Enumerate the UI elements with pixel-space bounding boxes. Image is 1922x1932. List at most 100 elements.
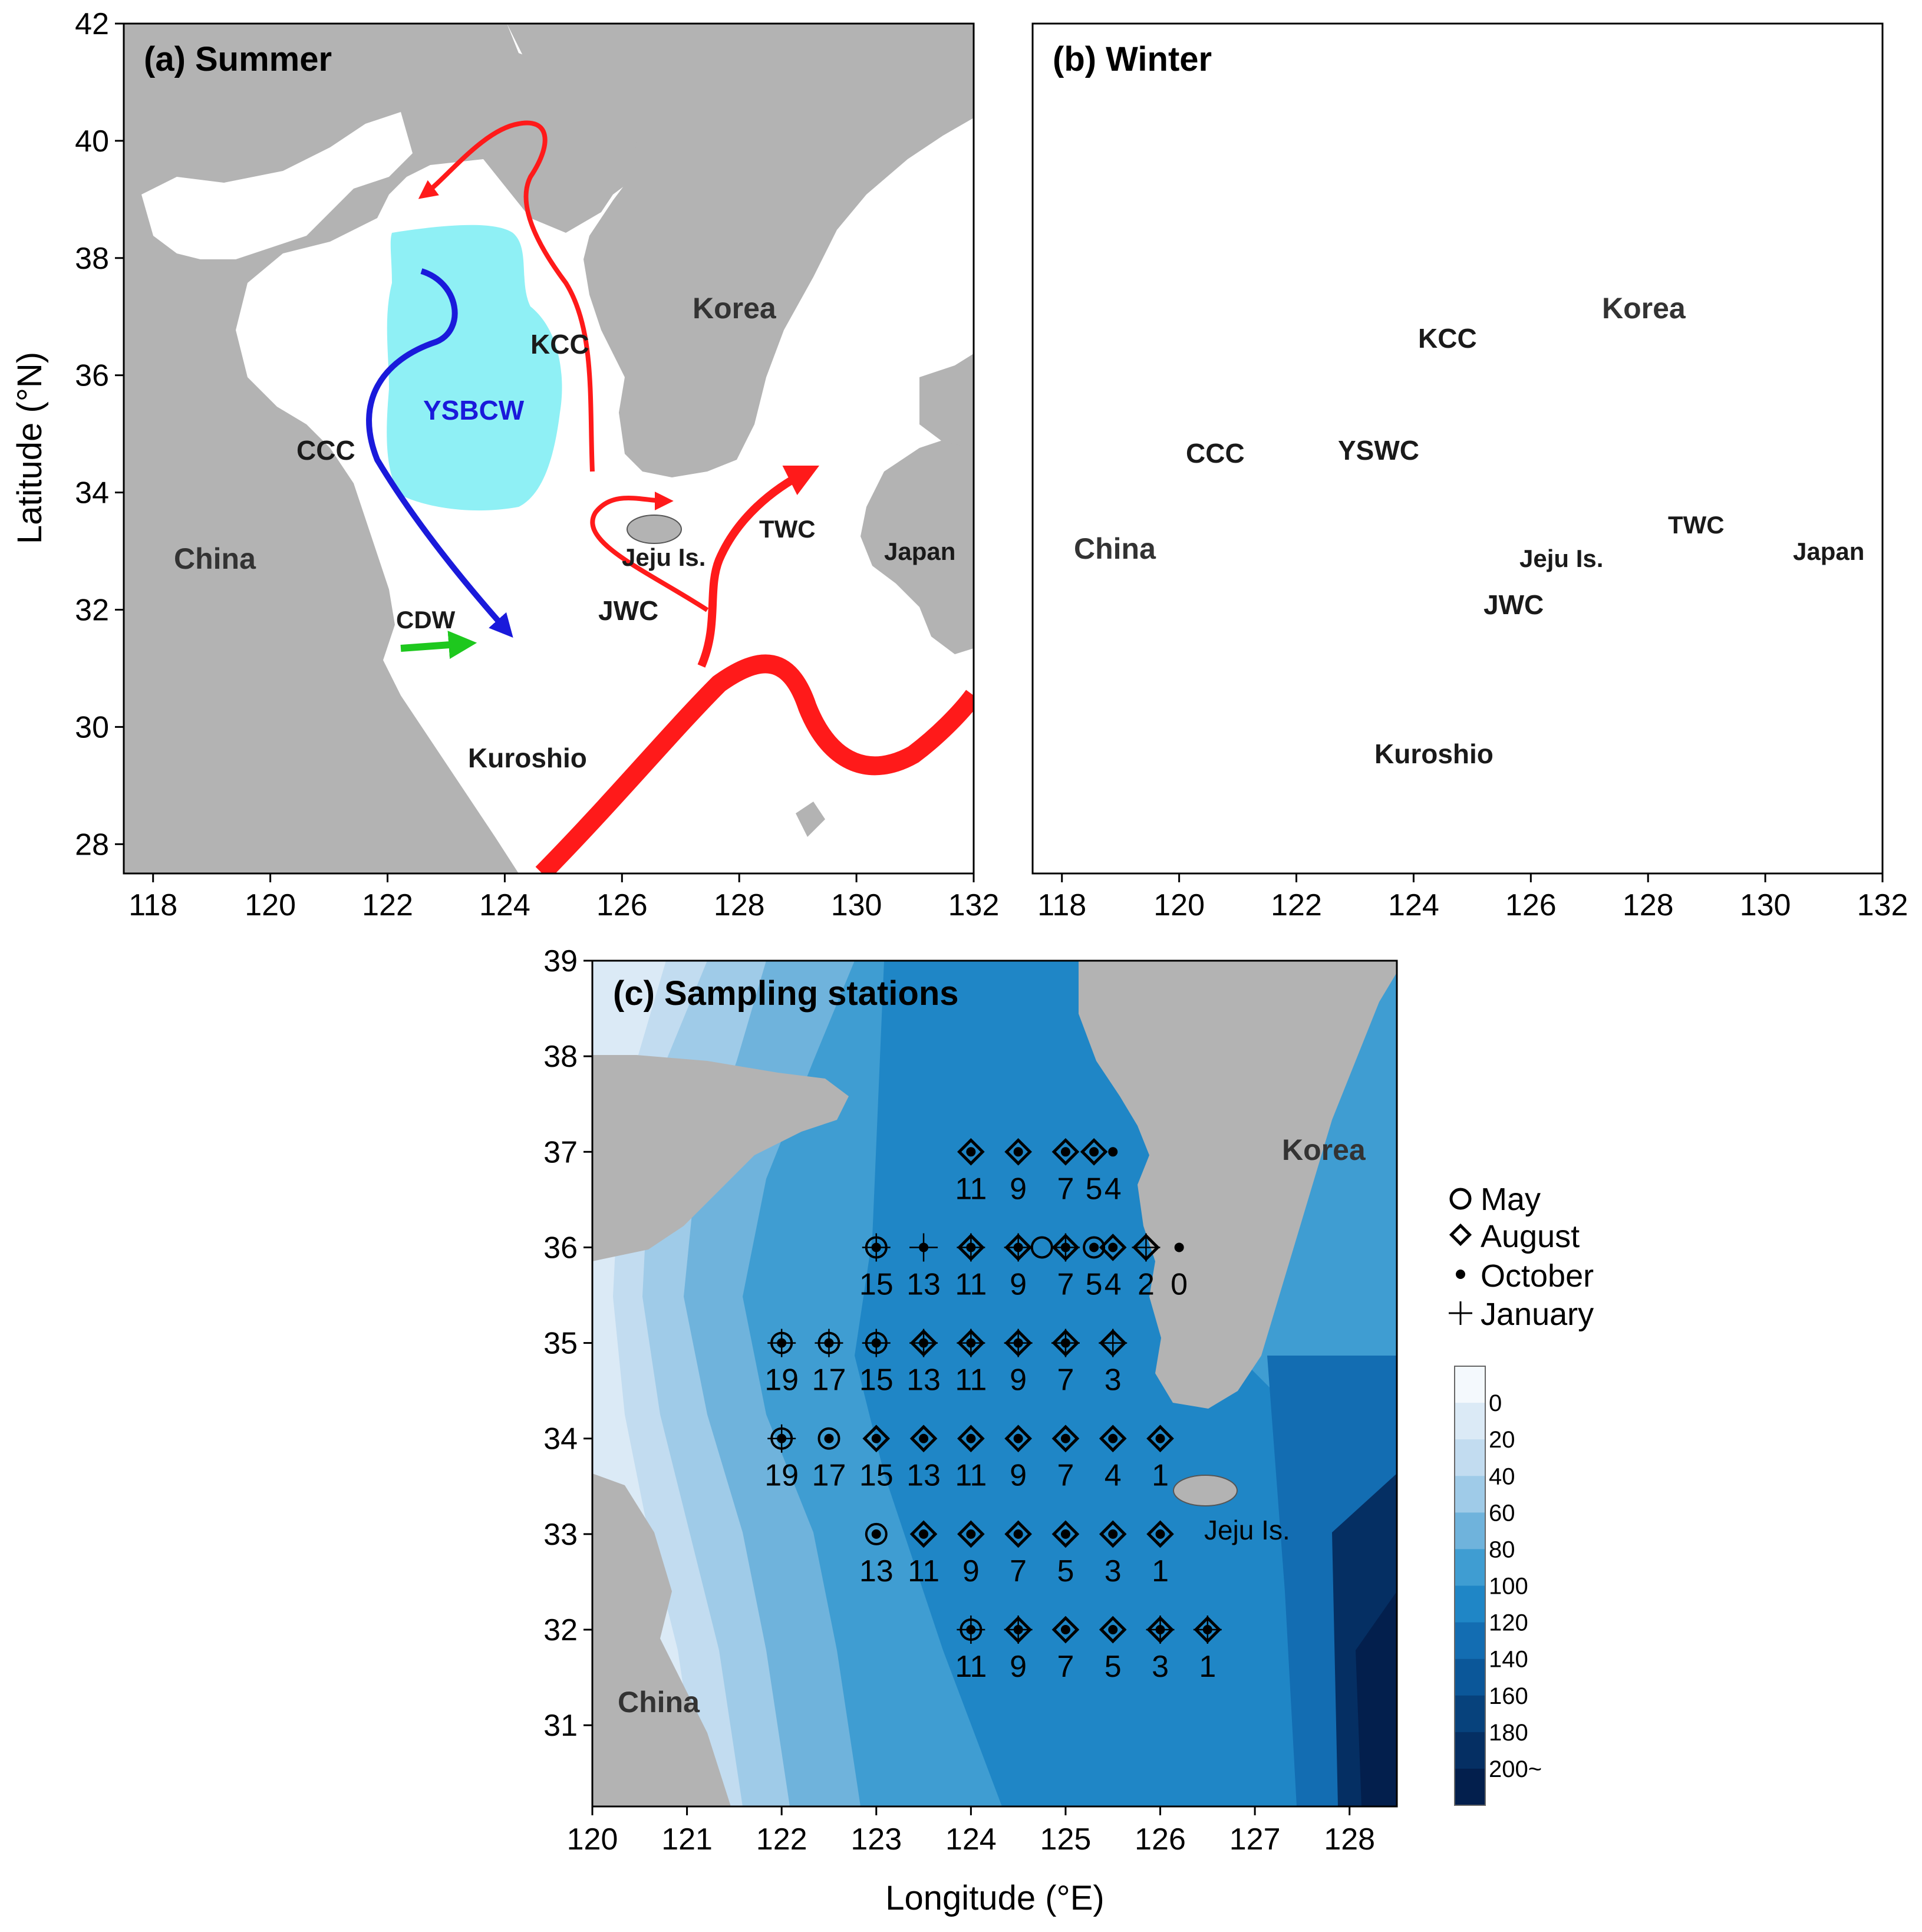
lon-tick-label: 120	[245, 888, 296, 922]
august-marker	[1099, 1616, 1127, 1644]
station-number: 9	[1010, 1172, 1027, 1206]
legend-october-marker	[1456, 1270, 1465, 1279]
august-marker	[1004, 1138, 1032, 1166]
august-marker	[957, 1425, 985, 1453]
lon-tick-label: 127	[1229, 1822, 1281, 1857]
august-marker	[1051, 1425, 1080, 1453]
august-marker	[1146, 1616, 1174, 1644]
station-number: 4	[1105, 1172, 1122, 1206]
label-china-c: China	[618, 1686, 700, 1719]
station-number: 13	[906, 1267, 941, 1301]
station-number: 15	[859, 1267, 894, 1301]
legend-january: January	[1481, 1297, 1594, 1332]
october-marker	[1108, 1529, 1118, 1539]
lat-tick-label: 31	[543, 1709, 578, 1743]
station: 9	[1004, 1328, 1033, 1397]
august-marker	[1051, 1520, 1080, 1548]
lat-tick-label: 39	[543, 944, 578, 978]
colorbar-label: 0	[1489, 1390, 1502, 1416]
october-marker	[919, 1529, 929, 1539]
august-marker	[957, 1520, 985, 1548]
lat-tick-label: 32	[75, 593, 109, 627]
lat-tick-label: 34	[75, 476, 109, 510]
august-marker	[1080, 1138, 1108, 1166]
colorbar-segment	[1455, 1732, 1485, 1769]
october-marker	[1060, 1529, 1070, 1539]
station: 4	[1099, 1425, 1127, 1493]
colorbar-label: 120	[1489, 1610, 1528, 1636]
label-ccc: CCC	[296, 435, 355, 466]
august-marker	[909, 1425, 938, 1453]
colorbar-label: 100	[1489, 1574, 1528, 1600]
station-number: 7	[1057, 1459, 1074, 1493]
station-number: 7	[1010, 1554, 1027, 1588]
colorbar-label: 180	[1489, 1720, 1528, 1746]
october-marker	[919, 1433, 929, 1443]
october-marker	[966, 1147, 976, 1157]
lat-tick-label: 28	[75, 827, 109, 862]
colorbar-segment	[1455, 1622, 1485, 1660]
october-marker	[777, 1338, 787, 1348]
label-jwc-b: JWC	[1483, 589, 1544, 620]
label-kuroshio-b: Kuroshio	[1374, 738, 1494, 769]
october-marker	[1174, 1242, 1184, 1252]
label-japan-b: Japan	[1793, 538, 1864, 565]
station: 5	[1099, 1616, 1127, 1684]
station-number: 5	[1086, 1267, 1103, 1301]
lat-tick-label: 32	[543, 1613, 578, 1647]
october-marker	[1089, 1242, 1099, 1252]
station: 19	[764, 1328, 799, 1397]
label-jeju-b: Jeju Is.	[1519, 545, 1603, 572]
station-number: 3	[1105, 1554, 1122, 1588]
station: 9	[957, 1520, 985, 1588]
station-number: 5	[1086, 1172, 1103, 1206]
station-number: 15	[859, 1459, 894, 1493]
station: 9	[1004, 1138, 1032, 1206]
lon-tick-label: 125	[1040, 1822, 1092, 1857]
station: 11	[955, 1138, 987, 1206]
colorbar-label: 80	[1489, 1537, 1515, 1562]
label-china-b: China	[1074, 532, 1156, 565]
may-marker	[865, 1236, 888, 1259]
lat-tick-label: 35	[543, 1327, 578, 1361]
station-number: 11	[908, 1554, 939, 1588]
station-number: 5	[1057, 1554, 1074, 1588]
lon-tick-label: 130	[1740, 888, 1791, 922]
lon-tick-label: 126	[1135, 1822, 1186, 1857]
lon-tick-label: 118	[1037, 888, 1086, 922]
station: 9	[1004, 1425, 1032, 1493]
panel-c-frame	[591, 960, 1398, 1808]
label-kuroshio: Kuroshio	[468, 743, 587, 773]
station: 11	[955, 1328, 987, 1397]
october-marker	[871, 1338, 881, 1348]
october-marker	[966, 1625, 976, 1635]
august-marker	[1051, 1138, 1080, 1166]
station-number: 19	[764, 1459, 799, 1493]
colorbar-label: 40	[1489, 1463, 1515, 1489]
label-korea: Korea	[693, 292, 777, 325]
label-jeju-c: Jeju Is.	[1204, 1515, 1290, 1545]
august-marker	[1004, 1234, 1032, 1261]
station: 13	[906, 1328, 941, 1397]
august-marker	[909, 1329, 938, 1357]
panel-c-title: (c) Sampling stations	[613, 974, 959, 1013]
station: 11	[955, 1616, 987, 1684]
station-number: 9	[962, 1554, 980, 1588]
station-number: 7	[1057, 1267, 1074, 1301]
panel-b-winter: (b) Winter KCC CCC YSWC JWC TWC Kuroshio…	[1031, 22, 1884, 875]
august-marker	[1099, 1425, 1127, 1453]
station-number: 7	[1057, 1363, 1074, 1397]
station-number: 11	[955, 1267, 987, 1301]
lon-tick-label: 128	[714, 888, 765, 922]
lat-tick-label: 36	[543, 1231, 578, 1265]
station: 15	[859, 1425, 894, 1493]
station-number: 9	[1010, 1267, 1027, 1301]
october-marker	[1108, 1433, 1118, 1443]
panel-b-frame	[1031, 22, 1884, 875]
legend-may: May	[1481, 1182, 1541, 1217]
station: 17	[812, 1328, 846, 1397]
station: 1	[1193, 1616, 1222, 1684]
station: 17	[812, 1427, 846, 1493]
october-marker	[966, 1433, 976, 1443]
